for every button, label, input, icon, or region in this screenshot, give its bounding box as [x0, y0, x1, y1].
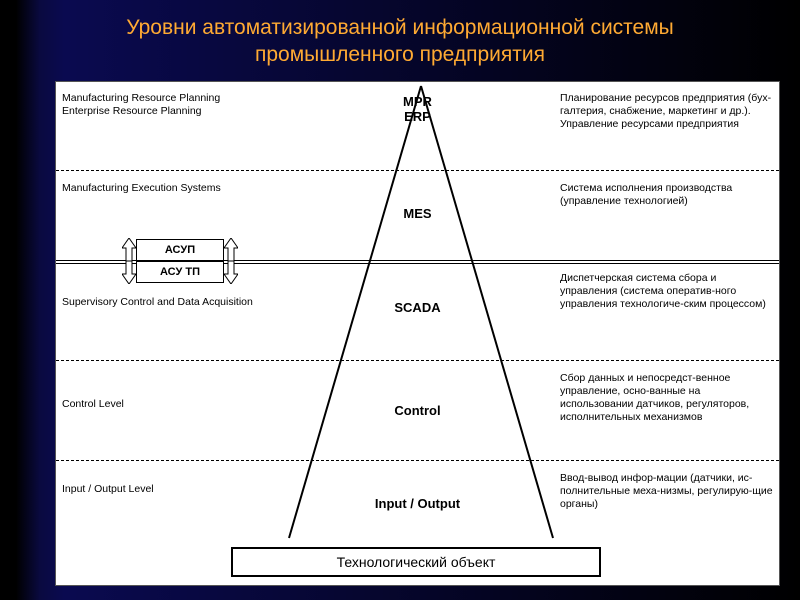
right-label: Система исполнения производства (управле… [554, 178, 779, 258]
right-label: Сбор данных и непосредст-венное управлен… [554, 368, 779, 458]
page-title: Уровни автоматизированной информационной… [0, 0, 800, 77]
arrow-up-icon [122, 238, 136, 284]
mid-label: Input / Output [281, 468, 554, 543]
mid-label: Control [281, 368, 554, 458]
right-label: Ввод-вывод инфор-мации (датчики, ис-полн… [554, 468, 779, 543]
divider [56, 460, 779, 461]
left-label: Manufacturing Resource Planning Enterpri… [56, 88, 281, 168]
level-erp: Manufacturing Resource Planning Enterpri… [56, 88, 779, 168]
left-label: Input / Output Level [56, 468, 281, 543]
asu-bot-box: АСУ ТП [136, 261, 224, 283]
level-control: Control Level Control Сбор данных и непо… [56, 368, 779, 458]
mid-label: MES [281, 178, 554, 258]
right-label: Диспетчерская система сбора и управления… [554, 268, 779, 358]
divider [56, 170, 779, 171]
level-io: Input / Output Level Input / Output Ввод… [56, 468, 779, 543]
asu-top-box: АСУП [136, 239, 224, 261]
right-label: Планирование ресурсов предприятия (бух-г… [554, 88, 779, 168]
left-label: Control Level [56, 368, 281, 458]
divider [56, 360, 779, 361]
pyramid-diagram: Manufacturing Resource Planning Enterpri… [55, 81, 780, 586]
tech-object-box: Технологический объект [231, 547, 601, 577]
mid-label: SCADA [281, 268, 554, 358]
arrow-down-icon [224, 238, 238, 284]
mid-label: MPR ERP [281, 88, 554, 168]
